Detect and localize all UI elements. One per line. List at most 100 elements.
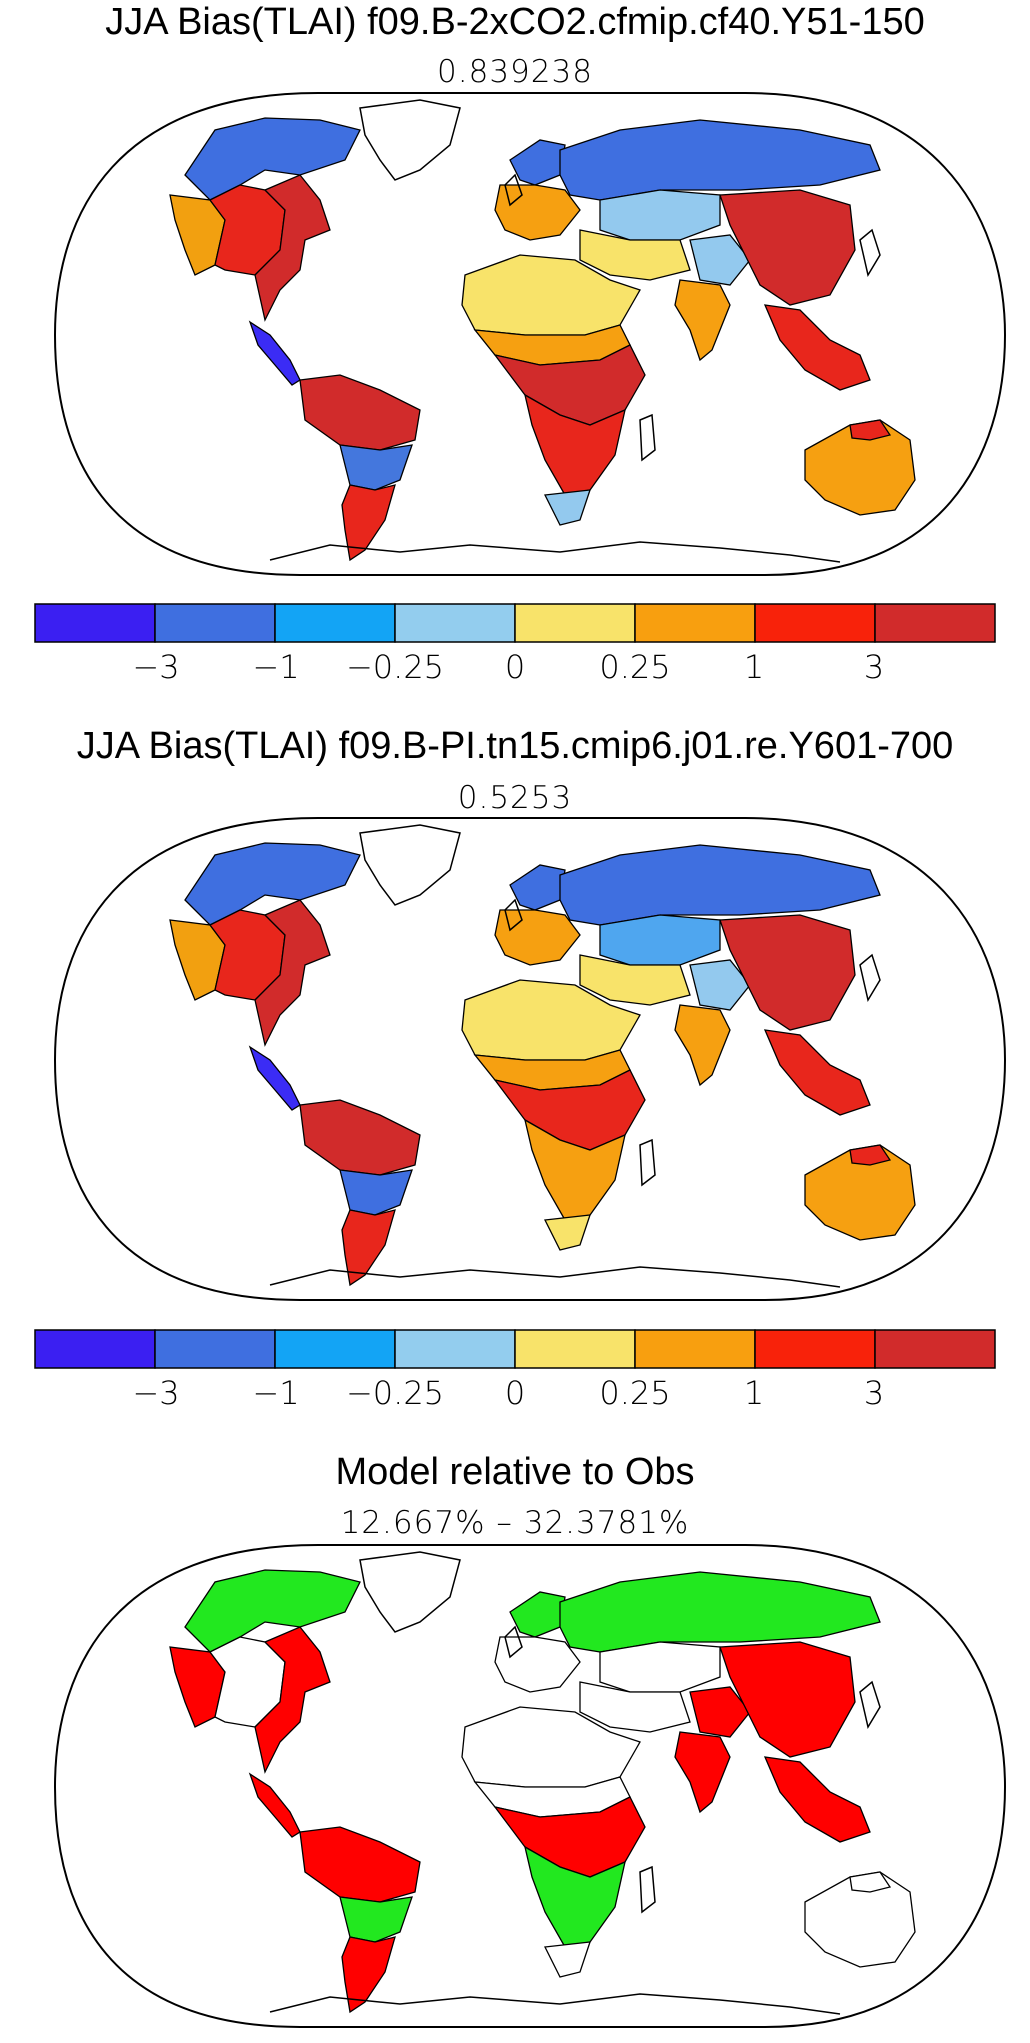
colorbar-swatch (514, 603, 636, 643)
nz-outline (949, 1950, 969, 1989)
region-sa-south (341, 484, 396, 562)
land-regions (169, 99, 969, 563)
japan-outline (859, 953, 881, 1002)
region-australia-north (849, 1871, 892, 1893)
map-border (53, 92, 1007, 576)
colorbar-swatch (514, 1329, 636, 1369)
madagascar-outline (639, 1138, 656, 1187)
panel-2-colorbar-ticklabels: −3 −1 −0.25 0 0.25 1 3 (0, 1374, 1030, 1414)
region-central-asia (579, 229, 691, 281)
colorbar-tick-label: 1 (743, 648, 765, 686)
colorbar-swatch (394, 1329, 516, 1369)
japan-outline (859, 228, 881, 277)
colorbar-swatch (874, 1329, 996, 1369)
panel-1-map (53, 92, 1007, 576)
region-na-east (254, 1626, 331, 1774)
colorbar-tick-label: −0.25 (345, 648, 445, 686)
region-russia (559, 119, 881, 201)
colorbar-tick-label: 0 (504, 648, 526, 686)
land-regions (169, 1551, 969, 2015)
panel-1-subtitle: 0.839238 (437, 54, 593, 90)
region-central-america (248, 1045, 301, 1111)
colorbar-tick-label: −1 (252, 1374, 300, 1412)
colorbar-swatch (754, 603, 876, 643)
antarctica-outline (269, 1266, 841, 1288)
antarctica-outline (269, 1993, 841, 2015)
region-se-asia (763, 1756, 871, 1843)
region-sa-north (299, 374, 421, 451)
panel-1-colorbar (34, 603, 996, 643)
greenland-outline (359, 99, 461, 181)
colorbar-swatch (154, 603, 276, 643)
madagascar-outline (639, 1865, 656, 1914)
colorbar-tick-label: 1 (743, 1374, 765, 1412)
region-tibet (689, 959, 751, 1011)
region-sa-south (341, 1936, 396, 2014)
panel-2-map (53, 817, 1007, 1301)
land-regions (169, 824, 969, 1288)
greenland-outline (359, 824, 461, 906)
region-central-asia (579, 954, 691, 1006)
region-australia-north (849, 1144, 892, 1166)
region-russia (559, 1571, 881, 1653)
region-central-asia (579, 1681, 691, 1733)
panel-3-subtitle: 12.667% – 32.3781% (340, 1505, 690, 1541)
antarctica-outline (269, 541, 841, 563)
colorbar-tick-label: −3 (132, 648, 180, 686)
region-siberia-mid (599, 189, 721, 241)
region-sa-north (299, 1826, 421, 1903)
region-europe (494, 1636, 581, 1693)
nz-outline (949, 498, 969, 537)
panel-3-title: Model relative to Obs (335, 1451, 695, 1493)
region-south-africa-tip (544, 1941, 591, 1978)
colorbar-tick-label: −1 (252, 648, 300, 686)
region-central-america (248, 320, 301, 386)
region-siberia-mid (599, 1641, 721, 1693)
region-india (674, 279, 731, 362)
colorbar-swatch (874, 603, 996, 643)
colorbar-swatch (634, 1329, 756, 1369)
map-border (53, 1544, 1007, 2028)
region-na-east (254, 899, 331, 1047)
colorbar-swatch (634, 603, 756, 643)
region-south-africa-tip (544, 1214, 591, 1251)
region-china (719, 914, 856, 1031)
colorbar-tick-label: 3 (863, 1374, 885, 1412)
region-india (674, 1731, 731, 1814)
panel-2-colorbar (34, 1329, 996, 1369)
nz-outline (949, 1223, 969, 1262)
uk-outline (504, 1625, 523, 1659)
region-tibet (689, 234, 751, 286)
panel-2-title: JJA Bias(TLAI) f09.B-PI.tn15.cmip6.j01.r… (76, 725, 954, 767)
region-south-africa-tip (544, 489, 591, 526)
panel-1-colorbar-ticklabels: −3 −1 −0.25 0 0.25 1 3 (0, 648, 1030, 688)
region-se-asia (763, 304, 871, 391)
panel-2-subtitle: 0.5253 (457, 780, 573, 816)
colorbar-swatch (754, 1329, 876, 1369)
panel-3-map (53, 1544, 1007, 2028)
region-southern-africa (524, 1118, 626, 1221)
japan-outline (859, 1680, 881, 1729)
colorbar-swatch (34, 603, 156, 643)
region-se-asia (763, 1029, 871, 1116)
panel-1-title: JJA Bias(TLAI) f09.B-2xCO2.cfmip.cf40.Y5… (105, 1, 925, 43)
colorbar-tick-label: 0 (504, 1374, 526, 1412)
colorbar-swatch (154, 1329, 276, 1369)
region-central-america (248, 1772, 301, 1838)
region-europe (494, 909, 581, 966)
region-siberia-mid (599, 914, 721, 966)
region-europe (494, 184, 581, 241)
colorbar-tick-label: 0.25 (599, 1374, 671, 1412)
colorbar-tick-label: −0.25 (345, 1374, 445, 1412)
colorbar-swatch (274, 1329, 396, 1369)
colorbar-swatch (274, 603, 396, 643)
colorbar-tick-label: 3 (863, 648, 885, 686)
region-na-east (254, 174, 331, 322)
region-china (719, 189, 856, 306)
colorbar-tick-label: −3 (132, 1374, 180, 1412)
colorbar-swatch (394, 603, 516, 643)
region-southern-africa (524, 1845, 626, 1948)
madagascar-outline (639, 413, 656, 462)
uk-outline (504, 173, 523, 207)
colorbar-swatch (34, 1329, 156, 1369)
